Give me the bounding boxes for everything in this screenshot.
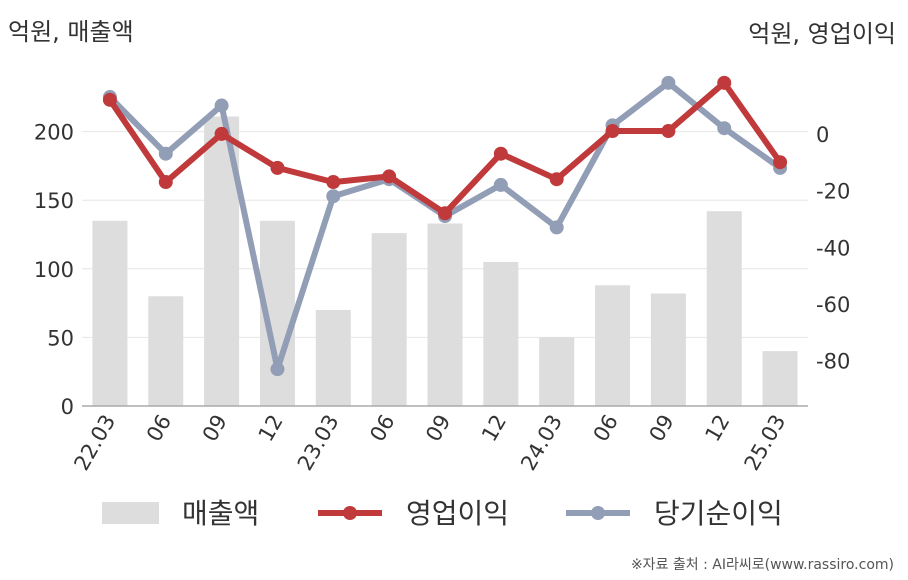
revenue-bar xyxy=(371,233,407,406)
x-axis-tick-label: 25.03 xyxy=(740,411,791,475)
revenue-bar xyxy=(315,309,351,406)
operating-profit-point xyxy=(717,75,732,90)
net-profit-point xyxy=(717,121,732,136)
operating-profit-point xyxy=(661,124,676,139)
x-axis-tick-label: 09 xyxy=(198,411,232,446)
revenue-bar xyxy=(595,285,631,406)
legend-marker-net-profit xyxy=(591,506,605,520)
legend-label-net-profit: 당기순이익 xyxy=(654,497,783,530)
legend-label-operating-profit: 영업이익 xyxy=(406,497,509,530)
source-note: ※자료 출처 : AI라씨로(www.rassiro.com) xyxy=(630,557,894,573)
x-axis-tick-label: 12 xyxy=(254,411,288,446)
left-axis-tick-label: 150 xyxy=(34,189,74,213)
operating-profit-point xyxy=(382,169,397,184)
operating-profit-point xyxy=(326,175,341,190)
operating-profit-point xyxy=(549,172,564,187)
net-profit-point xyxy=(493,177,508,192)
left-axis-tick-label: 200 xyxy=(34,121,74,145)
operating-profit-point xyxy=(158,175,173,190)
x-axis-tick-label: 09 xyxy=(421,411,455,446)
x-axis-tick-label: 12 xyxy=(477,411,511,446)
revenue-bar xyxy=(539,337,575,406)
revenue-bar xyxy=(92,220,128,406)
operating-profit-point xyxy=(493,146,508,161)
operating-profit-point xyxy=(773,155,788,170)
operating-profit-point xyxy=(214,126,229,141)
x-axis-tick-label: 12 xyxy=(700,411,734,446)
operating-profit-point xyxy=(438,206,452,221)
net-profit-point xyxy=(661,75,676,90)
x-axis-tick-label: 09 xyxy=(645,411,679,446)
x-axis-tick-label: 22.03 xyxy=(69,411,120,475)
right-axis-tick-label: -60 xyxy=(816,293,850,317)
x-axis-tick-label: 23.03 xyxy=(293,411,344,475)
revenue-bar xyxy=(706,211,742,406)
revenue-bar xyxy=(427,223,463,406)
right-axis-tick-label: -80 xyxy=(816,350,850,374)
revenue-bar xyxy=(483,261,519,406)
left-axis-tick-label: 0 xyxy=(61,395,74,419)
operating-profit-point xyxy=(605,124,620,139)
x-axis-tick-label: 06 xyxy=(365,411,399,446)
legend-marker-operating-profit xyxy=(343,506,357,520)
right-axis-tick-label: -40 xyxy=(816,236,850,260)
left-axis-tick-label: 50 xyxy=(47,326,74,350)
revenue-bar xyxy=(762,351,798,406)
right-axis-unit-label: 억원, 영업이익 xyxy=(748,20,896,48)
net-profit-point xyxy=(549,220,564,235)
x-axis-tick-label: 06 xyxy=(589,411,623,446)
left-axis-unit-label: 억원, 매출액 xyxy=(8,18,134,46)
revenue-bar xyxy=(148,296,184,406)
x-axis-tick-label: 24.03 xyxy=(516,411,567,475)
net-profit-point xyxy=(214,98,229,113)
operating-profit-point xyxy=(102,92,117,107)
net-profit-point xyxy=(158,146,173,161)
right-axis-tick-label: 0 xyxy=(816,123,829,147)
net-profit-point xyxy=(326,189,341,204)
net-profit-point xyxy=(270,362,285,377)
revenue-bar xyxy=(650,293,686,406)
right-axis-tick-label: -20 xyxy=(816,180,850,204)
legend-label-revenue: 매출액 xyxy=(182,497,259,530)
operating-profit-point xyxy=(270,160,285,175)
x-axis-tick-label: 06 xyxy=(142,411,176,446)
left-axis-tick-label: 100 xyxy=(34,258,74,282)
legend-swatch-revenue xyxy=(102,502,159,524)
